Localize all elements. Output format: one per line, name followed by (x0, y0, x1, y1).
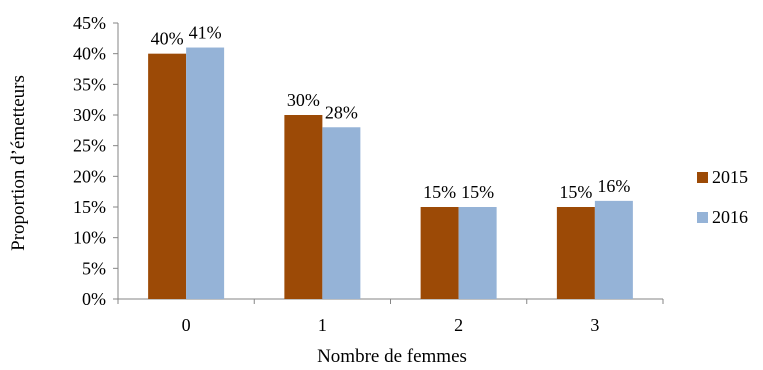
bar-2015-1 (284, 115, 323, 299)
legend-label: 2015 (712, 167, 748, 187)
y-axis-title: Proportion d’émetteurs (8, 75, 29, 251)
x-tick-label: 2 (454, 315, 463, 335)
bar-2015-0 (148, 53, 187, 299)
legend-swatch-2016 (697, 212, 708, 223)
data-label: 15% (559, 182, 592, 202)
data-label: 16% (597, 176, 630, 196)
y-tick-label: 20% (73, 166, 106, 186)
data-label: 28% (325, 102, 358, 122)
y-tick-label: 35% (73, 74, 106, 94)
legend: 2015 2016 (697, 167, 748, 227)
y-tick-label: 10% (73, 228, 106, 248)
bar-2016-1 (322, 127, 361, 300)
data-label: 15% (423, 182, 456, 202)
bar-2015-2 (420, 207, 459, 299)
y-tick-label: 25% (73, 136, 106, 156)
bar-2016-3 (594, 200, 633, 299)
data-label: 41% (189, 23, 222, 43)
legend-label: 2016 (712, 207, 748, 227)
y-tick-label: 30% (73, 105, 106, 125)
data-label: 15% (461, 182, 494, 202)
y-tick-label: 0% (82, 289, 106, 309)
x-axis-title: Nombre de femmes (317, 346, 467, 367)
bar-2016-0 (186, 47, 225, 300)
x-tick-label: 1 (318, 315, 327, 335)
y-axis: 0% 5% 10% 15% 20% 25% 30% 35% 40% 45% (73, 13, 119, 309)
bar-2016-2 (458, 207, 497, 299)
data-labels: 40%30%15% 15%41%28%15% 16% (151, 23, 631, 202)
data-label: 40% (151, 29, 184, 49)
x-tick-label: 3 (590, 315, 599, 335)
y-tick-label: 5% (82, 258, 106, 278)
x-tick-label: 0 (182, 315, 191, 335)
y-tick-label: 40% (73, 44, 106, 64)
x-axis: 0 1 2 3 (117, 298, 664, 335)
bars (148, 47, 633, 300)
y-tick-label: 15% (73, 197, 106, 217)
bar-2015-3 (556, 207, 595, 299)
legend-swatch-2015 (697, 172, 708, 183)
y-tick-label: 45% (73, 13, 106, 33)
data-label: 30% (287, 90, 320, 110)
